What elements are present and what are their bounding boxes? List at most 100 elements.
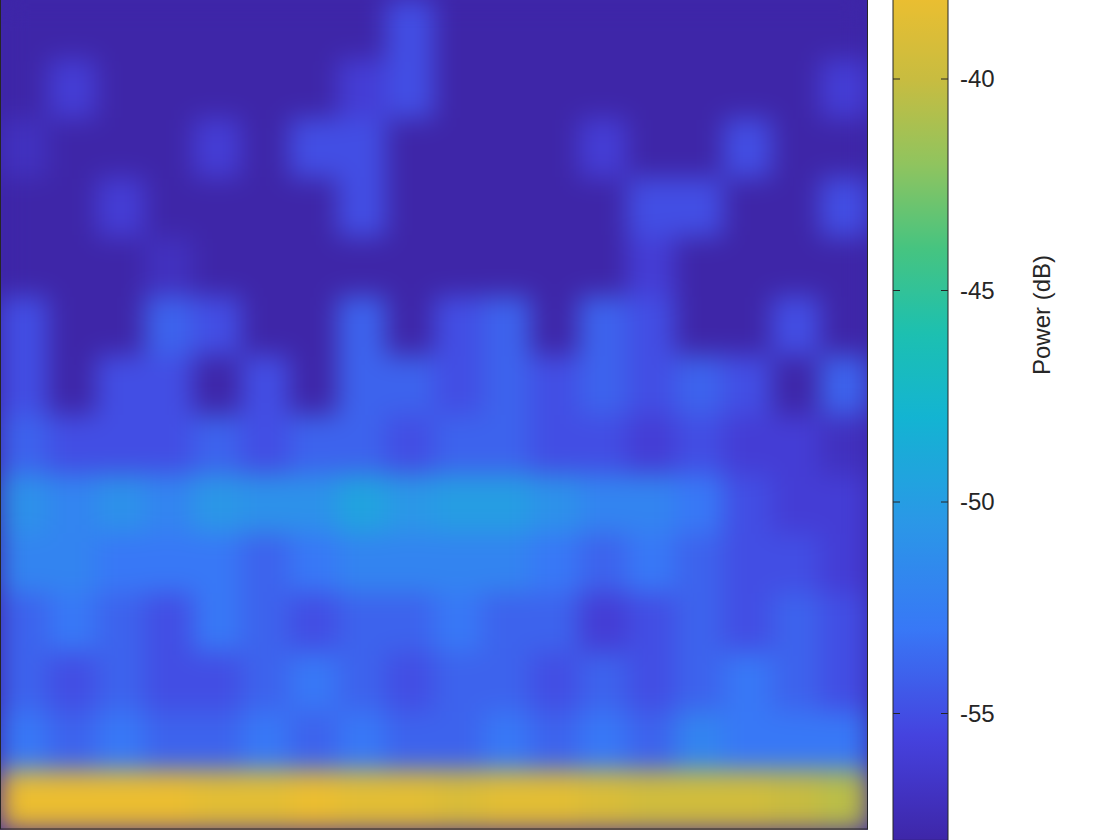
colorbar-tick-label: -45 xyxy=(960,277,995,304)
heatmap-cell xyxy=(96,534,145,594)
heatmap-cell xyxy=(579,237,628,297)
colorbar-tick-label: -55 xyxy=(960,700,995,727)
heatmap-cell xyxy=(386,119,435,179)
heatmap-cell xyxy=(627,296,676,356)
heatmap-cell xyxy=(530,178,579,238)
heatmap-cell xyxy=(386,474,435,534)
heatmap-cell xyxy=(0,119,49,179)
heatmap-cell xyxy=(482,178,531,238)
heatmap-cell xyxy=(96,415,145,475)
heatmap-cell xyxy=(386,593,435,653)
heatmap-cell xyxy=(530,296,579,356)
heatmap-cell xyxy=(386,178,435,238)
heatmap-cell xyxy=(627,474,676,534)
heatmap-cell xyxy=(627,415,676,475)
heatmap-cell xyxy=(772,178,821,238)
heatmap-cell xyxy=(723,119,772,179)
heatmap-cell xyxy=(675,59,724,119)
heatmap-cell xyxy=(145,59,194,119)
heatmap-cell xyxy=(723,652,772,712)
heatmap-cell xyxy=(772,415,821,475)
heatmap-cell xyxy=(241,0,290,60)
colorbar-tick-label: -40 xyxy=(960,65,995,92)
heatmap-cell xyxy=(675,296,724,356)
heatmap-cell xyxy=(482,296,531,356)
heatmap-cell xyxy=(96,356,145,416)
heatmap-cell xyxy=(145,474,194,534)
heatmap-cell xyxy=(0,237,49,297)
heatmap-cell xyxy=(289,771,338,830)
heatmap-cell xyxy=(482,711,531,771)
heatmap-cell xyxy=(579,652,628,712)
heatmap-cell xyxy=(193,534,242,594)
chart: -55-50-45-40Power (dB) xyxy=(0,0,1120,840)
heatmap-cell xyxy=(48,474,97,534)
heatmap-cell xyxy=(482,0,531,60)
heatmap-cell xyxy=(627,178,676,238)
heatmap-cell xyxy=(193,119,242,179)
heatmap-cell xyxy=(482,771,531,830)
colorbar-tick xyxy=(941,290,948,291)
heatmap-cell xyxy=(820,711,868,771)
heatmap-cell xyxy=(627,593,676,653)
heatmap-cell xyxy=(530,415,579,475)
heatmap-cells xyxy=(0,0,868,830)
heatmap-cell xyxy=(96,296,145,356)
heatmap-cell xyxy=(145,593,194,653)
heatmap-cell xyxy=(820,771,868,830)
heatmap-cell xyxy=(820,652,868,712)
heatmap-cell xyxy=(193,593,242,653)
heatmap-cell xyxy=(241,771,290,830)
colorbar-tick xyxy=(893,502,900,503)
heatmap-cell xyxy=(96,237,145,297)
heatmap-cell xyxy=(48,119,97,179)
heatmap-cell xyxy=(145,119,194,179)
heatmap-cell xyxy=(627,119,676,179)
heatmap-cell xyxy=(627,237,676,297)
heatmap-cell xyxy=(530,356,579,416)
heatmap-cell xyxy=(386,59,435,119)
heatmap-cell xyxy=(772,59,821,119)
heatmap-cell xyxy=(48,534,97,594)
heatmap-cell xyxy=(386,652,435,712)
heatmap-cell xyxy=(579,119,628,179)
heatmap-cell xyxy=(820,296,868,356)
heatmap-cell xyxy=(48,593,97,653)
heatmap-cell xyxy=(386,0,435,60)
heatmap-cell xyxy=(434,771,483,830)
heatmap-cell xyxy=(772,711,821,771)
heatmap-cell xyxy=(338,771,387,830)
heatmap-cell xyxy=(338,711,387,771)
heatmap-cell xyxy=(820,415,868,475)
heatmap-cell xyxy=(723,593,772,653)
heatmap-cell xyxy=(145,711,194,771)
heatmap-cell xyxy=(530,237,579,297)
heatmap-cell xyxy=(145,0,194,60)
heatmap-cell xyxy=(772,652,821,712)
plot-area xyxy=(0,0,868,830)
heatmap-cell xyxy=(579,534,628,594)
heatmap-cell xyxy=(434,0,483,60)
heatmap-cell xyxy=(772,771,821,830)
heatmap-cell xyxy=(579,0,628,60)
heatmap-cell xyxy=(772,296,821,356)
heatmap-cell xyxy=(0,771,49,830)
heatmap-cell xyxy=(772,0,821,60)
heatmap-cell xyxy=(434,474,483,534)
heatmap-cell xyxy=(193,415,242,475)
colorbar-tick-label: -50 xyxy=(960,488,995,515)
heatmap-cell xyxy=(627,711,676,771)
heatmap-cell xyxy=(386,534,435,594)
heatmap-cell xyxy=(0,652,49,712)
heatmap-cell xyxy=(820,593,868,653)
heatmap-cell xyxy=(193,356,242,416)
heatmap-cell xyxy=(675,593,724,653)
heatmap-cell xyxy=(241,534,290,594)
heatmap-cell xyxy=(434,59,483,119)
heatmap-cell xyxy=(530,652,579,712)
heatmap-cell xyxy=(96,119,145,179)
heatmap-cell xyxy=(338,652,387,712)
heatmap-cell xyxy=(627,0,676,60)
heatmap-cell xyxy=(772,593,821,653)
heatmap-cell xyxy=(289,415,338,475)
